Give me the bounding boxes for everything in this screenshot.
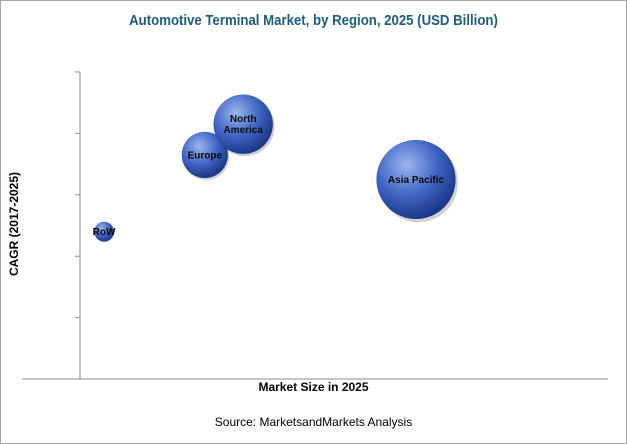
source-note: Source: MarketsandMarkets Analysis <box>214 415 413 429</box>
bubble-label-north-america-0: North <box>230 114 257 125</box>
bubble-label-row: RoW <box>93 227 116 238</box>
x-axis-label: Market Size in 2025 <box>258 380 369 394</box>
bubble-europe <box>181 131 228 178</box>
bubble-label-north-america-1: America <box>223 125 263 136</box>
bubble-label-europe: Europe <box>188 150 223 161</box>
y-axis-ticks <box>75 71 80 380</box>
bubble-north-america <box>213 94 273 154</box>
chart-title: Automotive Terminal Market, by Region, 2… <box>129 12 498 29</box>
bubble-row <box>94 221 114 242</box>
bubble-asia-pacific <box>376 139 456 220</box>
bubble-label-asia-pacific: Asia Pacific <box>388 175 445 186</box>
